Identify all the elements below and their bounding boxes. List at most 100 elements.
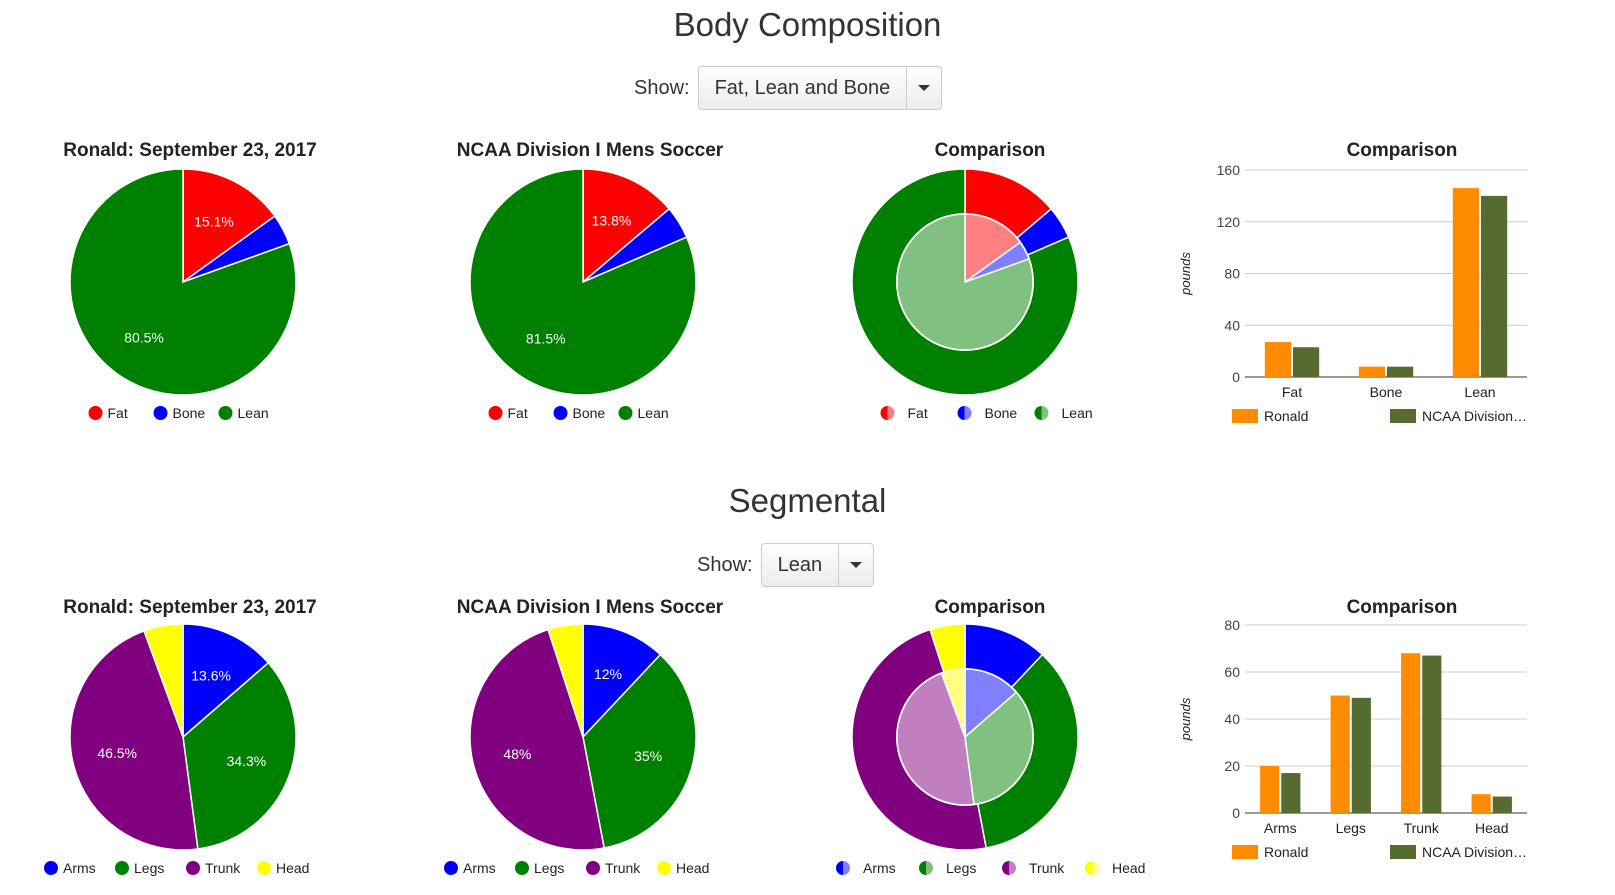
legend-swatch-legs [919,861,926,875]
legend-label-bone: Bone [573,405,606,421]
x-tick-label: Trunk [1404,820,1440,836]
bar-ronald-legs [1330,695,1350,813]
pie-slice-fat [182,168,276,284]
legend-swatch-lean [218,406,233,420]
bar-ronald-bone [1358,366,1385,377]
slice-label: 34.3% [227,753,267,769]
legend-swatch-arms [836,861,843,875]
body-composition-show-row: Show: Fat, Lean and Bone [634,66,943,110]
pie-slice-head [547,623,584,738]
slice-label: 46.5% [97,745,137,761]
y-tick-label: 160 [1217,162,1241,178]
pie-slice-lean [896,213,1034,351]
legend-swatch-arms [44,861,58,875]
comparison-bar-segmental: 0 20 40 60 80 pounds Arms Legs Trunk Head Ronald NC… [1178,617,1527,860]
pie-chart-ncaa-segmental: 12% 35% 48% Arms Legs Trunk Head [444,623,709,876]
composition-select-value: Fat, Lean and Bone [699,67,908,109]
pie-slice-arms [182,623,270,739]
bar-ncaa-division-bone [1387,366,1414,377]
legend-label-legs: Legs [134,860,164,876]
legend-swatch-bone [553,406,568,420]
y-tick-label: 20 [1224,758,1240,774]
legend-label-lean: Lean [1062,405,1093,421]
slice-label: 80.5% [124,329,164,345]
legend-swatch-fat [488,406,503,420]
bar-ncaa-division-trunk [1422,655,1442,813]
pie-chart-ronald-composition: 15.1% 80.5% Fat Bone Lean [69,168,297,421]
legend-swatch-ncaa-division [1390,409,1416,423]
legend-label-head: Head [276,860,309,876]
legend-label-fat: Fat [908,405,928,421]
chart-title: Comparison [934,140,1046,161]
bar-ronald-arms [1260,766,1280,813]
y-tick-label: 40 [1224,711,1240,727]
y-tick-label: 0 [1232,369,1240,385]
segmental-show-row: Show: Lean [697,543,875,587]
legend-swatch-head [257,861,271,875]
pie-slice-head [940,668,966,738]
y-tick-label: 80 [1224,266,1240,282]
pie-slice-head [143,623,184,738]
bar-ncaa-division-arms [1281,773,1301,813]
y-tick-label: 40 [1224,317,1240,333]
bar-ronald-lean [1452,188,1479,377]
legend-swatch-light-fat [887,406,895,420]
legend-label-head: Head [1112,860,1145,876]
legend-swatch-bone [957,406,965,420]
chart-title: Comparison [1346,597,1458,618]
x-tick-label: Legs [1336,820,1366,836]
slice-label: 15.1% [194,214,234,230]
legend-label-arms: Arms [863,860,896,876]
pie-slice-legs [582,653,697,849]
pie-slice-lean [69,168,297,396]
legend-swatch-trunk [586,861,600,875]
legend-swatch-fat [880,406,888,420]
legend-swatch-ronald [1232,409,1258,423]
pie-slice-trunk [896,672,975,806]
legend-label-head: Head [676,860,709,876]
slice-label: 13.6% [191,667,231,683]
chart-title: Ronald: September 23, 2017 [63,140,317,161]
chart-title: Comparison [1346,140,1458,161]
slice-label: 48% [503,746,531,762]
x-tick-label: Bone [1370,384,1403,400]
legend-label-ronald: Ronald [1264,408,1308,424]
legend-label-arms: Arms [463,860,496,876]
legend-swatch-light-legs [926,861,933,875]
comparison-pie-segmental: Arms Legs Trunk Head [836,623,1145,876]
composition-select[interactable]: Fat, Lean and Bone [697,66,943,110]
bar-ronald-trunk [1401,653,1421,813]
legend-label-trunk: Trunk [605,860,641,876]
legend-label-bone: Bone [985,405,1018,421]
bar-ronald-fat [1264,342,1291,377]
x-tick-label: Arms [1264,820,1297,836]
pie-slice-arms [582,623,662,739]
bar-ncaa-division-legs [1351,697,1371,813]
legend-swatch-ncaa-division [1390,845,1416,859]
legend-label-trunk: Trunk [1029,860,1065,876]
legend-label-lean: Lean [238,405,269,421]
legend-swatch-light-arms [843,861,850,875]
legend-label-ronald: Ronald [1264,844,1308,860]
legend-label-bone: Bone [173,405,206,421]
bar-ncaa-division-fat [1293,347,1320,377]
comparison-pie-composition: Fat Bone Lean [851,168,1093,421]
bar-ncaa-division-lean [1481,195,1508,377]
legend-label-legs: Legs [534,860,564,876]
segmental-select[interactable]: Lean [760,543,875,587]
y-tick-label: 0 [1232,805,1240,821]
y-tick-label: 80 [1224,617,1240,633]
segmental-heading: Segmental [728,482,887,519]
legend-swatch-head [1085,861,1092,875]
legend-swatch-light-trunk [1009,861,1016,875]
legend-swatch-bone [153,406,168,420]
bar-ronald-head [1471,794,1491,813]
legend-swatch-legs [115,861,129,875]
pie-slice-legs [964,691,1034,806]
slice-label: 12% [594,666,622,682]
pie-chart-ronald-segmental: 13.6% 34.3% 46.5% Arms Legs Trunk Head [44,623,309,876]
legend-swatch-lean [618,406,633,420]
slice-label: 35% [634,748,662,764]
show-label: Show: [634,76,690,99]
pie-slice-fat [582,168,671,284]
